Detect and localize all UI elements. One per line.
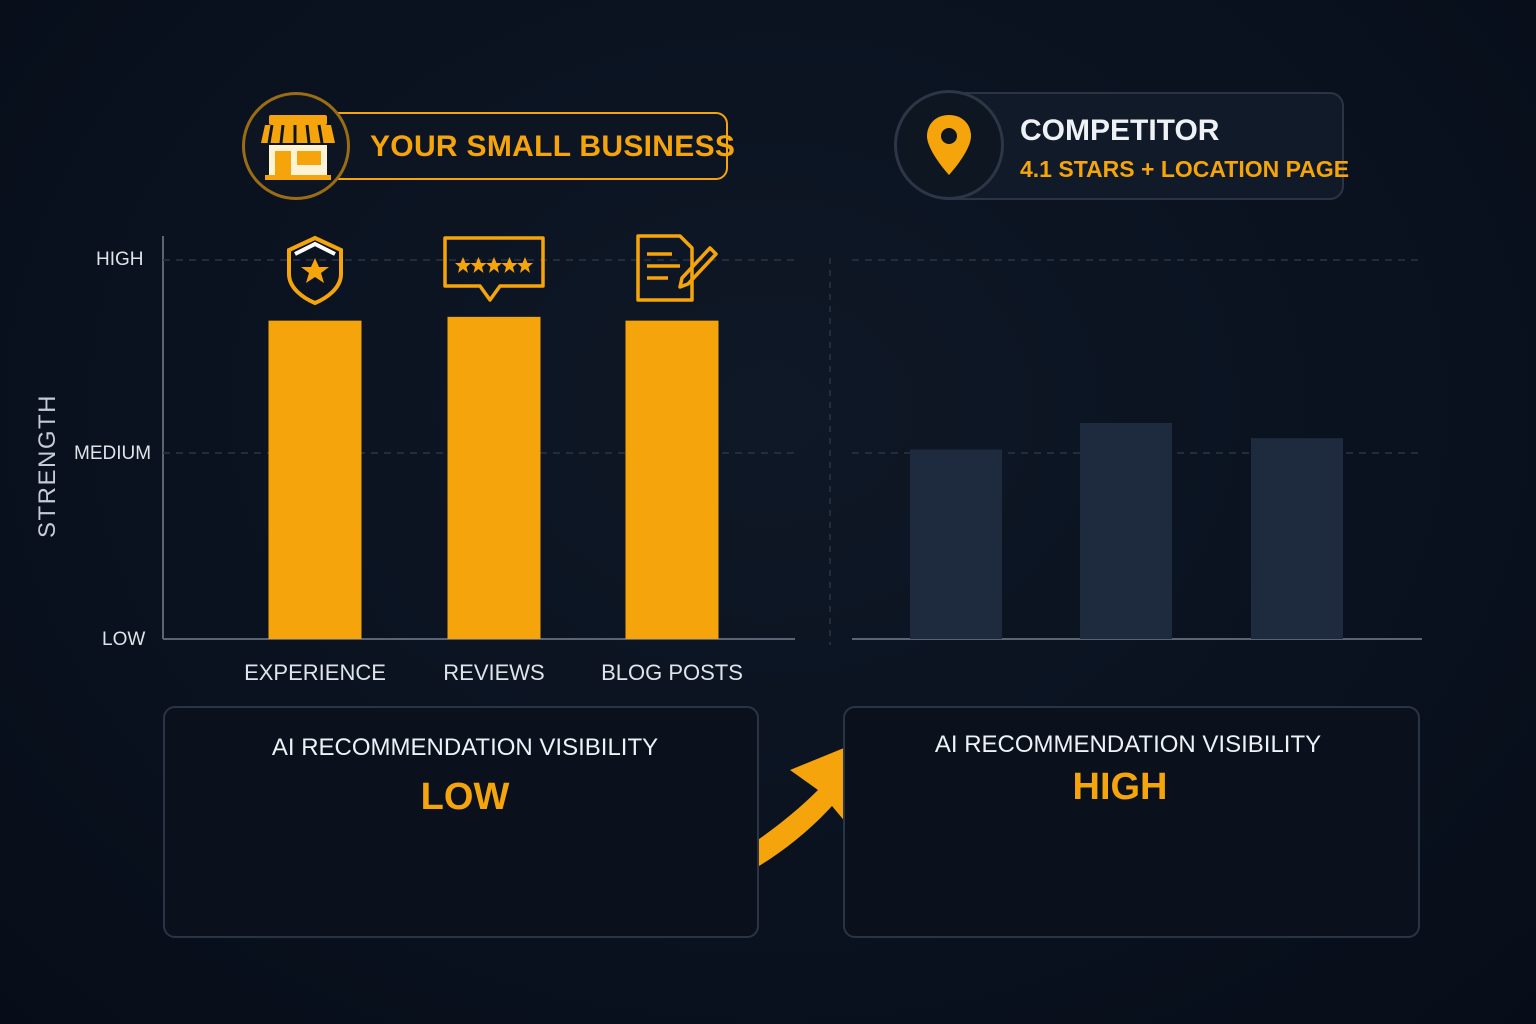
visibility-value-right: HIGH — [1072, 766, 1168, 808]
your-business-title: YOUR SMALL BUSINESS — [370, 130, 736, 163]
visibility-panel-high — [843, 706, 1420, 938]
visibility-panel-low — [163, 706, 759, 938]
xtick-experience: EXPERIENCE — [244, 660, 386, 685]
xtick-reviews: REVIEWS — [443, 660, 545, 685]
shield-star-icon — [287, 235, 343, 306]
document-edit-icon — [636, 234, 718, 302]
review-stars-icon — [443, 236, 545, 302]
visibility-value-left: LOW — [420, 776, 510, 818]
competitor-title: COMPETITOR — [1020, 114, 1220, 147]
storefront-icon-badge — [242, 92, 350, 200]
visibility-title-left: AI RECOMMENDATION VISIBILITY — [271, 734, 659, 761]
competitor-bar-2 — [1080, 422, 1172, 639]
y-axis-label: STRENGTH — [34, 394, 61, 538]
competitor-bar-1 — [910, 449, 1002, 639]
location-pin-icon-badge — [894, 90, 1004, 200]
xtick-blog-posts: BLOG POSTS — [601, 660, 743, 685]
competitor-subtitle: 4.1 STARS + LOCATION PAGE — [1020, 156, 1350, 182]
ytick-high: HIGH — [96, 249, 144, 270]
storefront-icon — [261, 115, 335, 180]
bar-blog-posts — [625, 320, 719, 639]
bar-experience — [268, 320, 362, 639]
competitor-header: COMPETITOR 4.1 STARS + LOCATION PAGE — [894, 90, 1350, 204]
ytick-medium: MEDIUM — [74, 443, 152, 464]
competitor-bars — [910, 422, 1343, 639]
ytick-low: LOW — [102, 629, 146, 650]
location-pin-icon — [927, 115, 971, 175]
visibility-title-right: AI RECOMMENDATION VISIBILITY — [934, 731, 1322, 758]
competitor-bar-3 — [1251, 438, 1343, 639]
your-business-bars — [268, 316, 719, 639]
trend-arrow-icon — [636, 730, 888, 910]
your-business-pill — [296, 112, 728, 180]
your-business-header: YOUR SMALL BUSINESS — [242, 92, 735, 204]
category-icons — [287, 234, 718, 306]
bar-reviews — [447, 316, 541, 639]
